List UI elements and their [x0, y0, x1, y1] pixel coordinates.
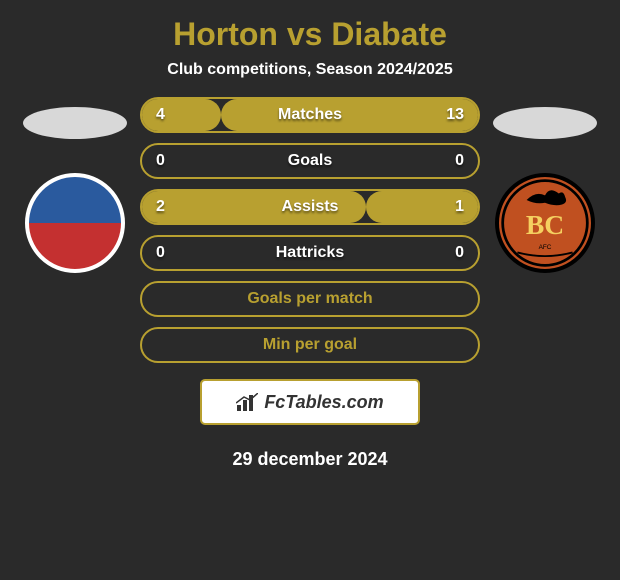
stats-column: 4 Matches 13 0 Goals 0 2 Assists 1 0 Hat…: [135, 97, 485, 470]
right-club-badge: BC AFC: [495, 173, 595, 273]
stat-right-value: 1: [455, 198, 464, 216]
stat-right-value: 0: [455, 244, 464, 262]
stat-label: Goals: [142, 152, 478, 170]
page-subtitle: Club competitions, Season 2024/2025: [167, 61, 452, 79]
stat-right-value: 13: [446, 106, 464, 124]
stat-bar-goals: 0 Goals 0: [140, 143, 480, 179]
svg-text:AFC: AFC: [539, 244, 552, 251]
right-player-photo-placeholder: [493, 107, 597, 139]
svg-text:BC: BC: [526, 209, 564, 240]
stat-bar-matches: 4 Matches 13: [140, 97, 480, 133]
stat-bar-hattricks: 0 Hattricks 0: [140, 235, 480, 271]
left-club-badge: [25, 173, 125, 273]
fctables-logo[interactable]: FcTables.com: [200, 379, 420, 425]
stat-label: Min per goal: [263, 336, 357, 354]
left-player-photo-placeholder: [23, 107, 127, 139]
stat-right-value: 0: [455, 152, 464, 170]
page-title: Horton vs Diabate: [173, 16, 447, 53]
logo-text: FcTables.com: [264, 392, 383, 413]
comparison-container: Horton vs Diabate Club competitions, Sea…: [0, 0, 620, 480]
stat-bar-assists: 2 Assists 1: [140, 189, 480, 225]
chart-icon: [236, 393, 258, 411]
stat-label: Hattricks: [142, 244, 478, 262]
stat-bar-min-per-goal: Min per goal: [140, 327, 480, 363]
date-text: 29 december 2024: [232, 449, 387, 470]
stat-label: Matches: [142, 106, 478, 124]
main-area: 4 Matches 13 0 Goals 0 2 Assists 1 0 Hat…: [0, 97, 620, 470]
stat-label: Assists: [142, 198, 478, 216]
stat-label: Goals per match: [247, 290, 372, 308]
stat-bar-goals-per-match: Goals per match: [140, 281, 480, 317]
right-player-column: BC AFC: [485, 97, 605, 273]
left-player-column: [15, 97, 135, 273]
